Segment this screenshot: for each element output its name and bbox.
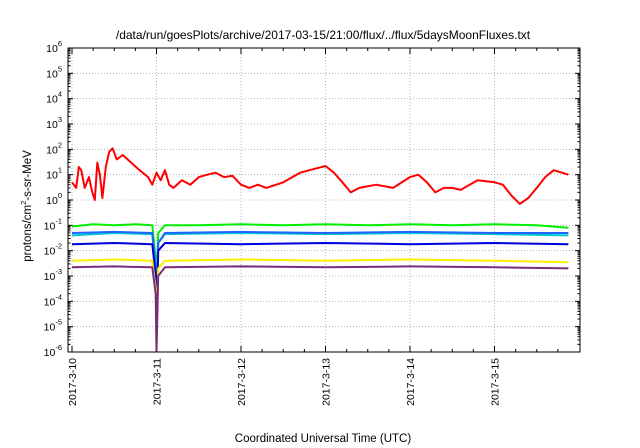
y-tick-label: 104 (46, 90, 62, 106)
series-line-1 (71, 147, 569, 205)
y-tick-label: 10-1 (44, 216, 62, 232)
series-line-7 (71, 265, 569, 352)
x-tick-label: 2017-3-14 (405, 358, 417, 406)
grid-lines (68, 48, 580, 352)
plot-frame (67, 47, 581, 353)
y-tick-label: 10-6 (44, 343, 62, 359)
y-tick-label: 100 (46, 191, 62, 207)
y-tick-label: 105 (46, 64, 62, 80)
x-axis-label: Coordinated Universal Time (UTC) (235, 433, 412, 445)
series-line-6 (71, 258, 569, 346)
chart-title: /data/run/goesPlots/archive/2017-03-15/2… (116, 28, 531, 42)
y-tick-label: 10-3 (44, 267, 62, 283)
x-tick-label: 2017-3-10 (67, 358, 79, 406)
x-tick-label: 2017-3-12 (236, 358, 248, 406)
x-tick-label: 2017-3-13 (321, 358, 333, 406)
series-line-4 (71, 230, 569, 328)
y-tick-label: 106 (46, 39, 62, 55)
series-group (71, 147, 569, 352)
series-line-5 (71, 242, 569, 336)
y-tick-label: 102 (46, 140, 62, 156)
x-tick-label: 2017-3-11 (152, 358, 164, 405)
y-tick-label: 10-5 (44, 318, 62, 334)
series-line-2 (71, 223, 569, 303)
y-tick-label: 10-2 (44, 242, 62, 258)
y-tick-label: 10-4 (44, 292, 62, 308)
y-axis-label: protons/cm2-s-sr-MeV (19, 150, 34, 262)
y-tick-label: 101 (46, 166, 62, 182)
y-tick-label: 103 (46, 115, 62, 131)
x-tick-label: 2017-3-15 (490, 358, 502, 406)
